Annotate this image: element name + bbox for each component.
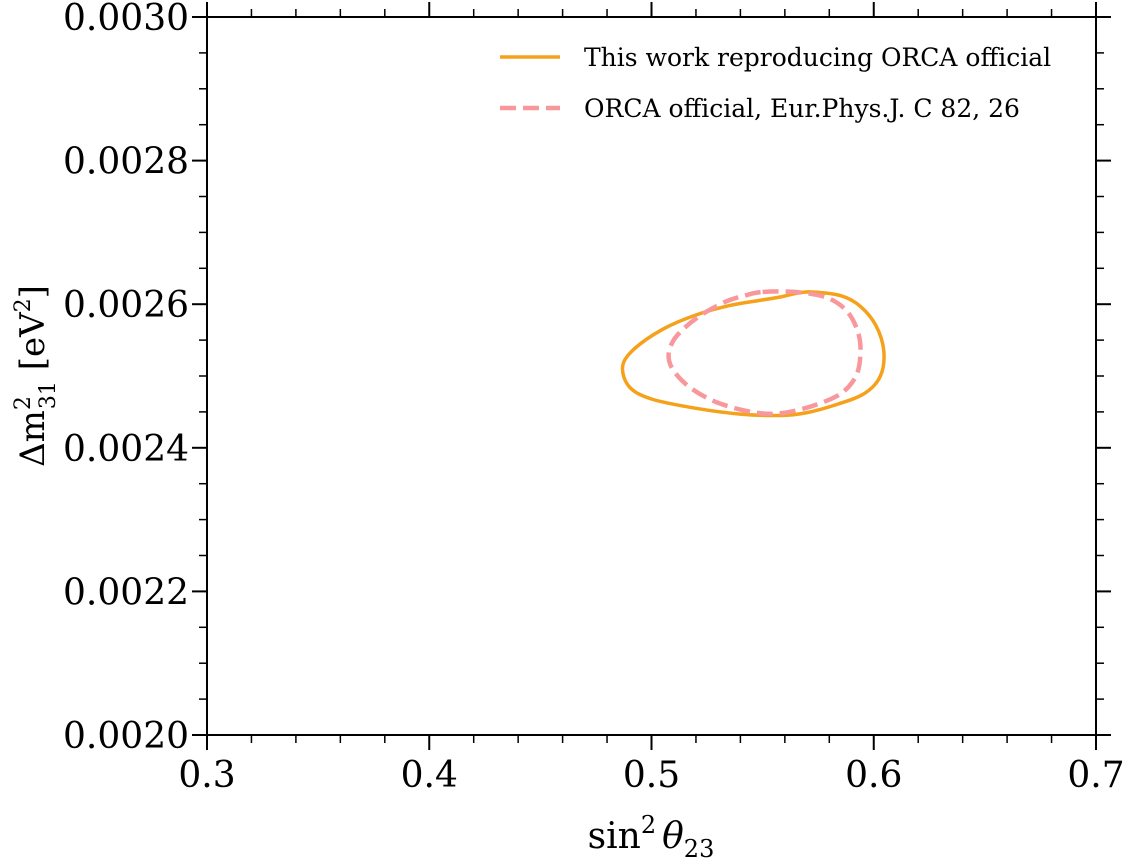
x-tick-label: 0.3 xyxy=(178,755,235,796)
y-tick-label: 0.0030 xyxy=(63,0,189,39)
y-tick-label: 0.0020 xyxy=(63,716,189,757)
plot-frame xyxy=(206,16,1097,736)
series-contour-1 xyxy=(666,289,863,417)
legend-label-series-1: ORCA official, Eur.Phys.J. C 82, 26 xyxy=(584,94,1020,123)
y-tick-label: 0.0026 xyxy=(63,285,189,326)
series-layer xyxy=(620,289,886,418)
x-axis-title: sin2 θ23 xyxy=(588,811,715,862)
y-axis-title: Δm231 [eV2] xyxy=(11,285,61,467)
x-tick-label: 0.5 xyxy=(623,755,680,796)
ticks-layer: 0.3 0.4 0.5 0.6 0.7 0.0020 0.0022 0.0024 0.0026 0… xyxy=(63,0,1125,796)
legend-label-series-0: This work reproducing ORCA official xyxy=(584,43,1051,72)
series-contour-0 xyxy=(620,290,886,418)
y-tick-label: 0.0022 xyxy=(63,572,189,613)
x-tick-label: 0.6 xyxy=(845,755,902,796)
legend: This work reproducing ORCA official ORCA… xyxy=(500,43,1051,123)
x-tick-label: 0.7 xyxy=(1067,755,1124,796)
y-tick-label: 0.0028 xyxy=(63,142,189,183)
y-tick-label: 0.0024 xyxy=(63,429,189,470)
x-tick-label: 0.4 xyxy=(401,755,458,796)
